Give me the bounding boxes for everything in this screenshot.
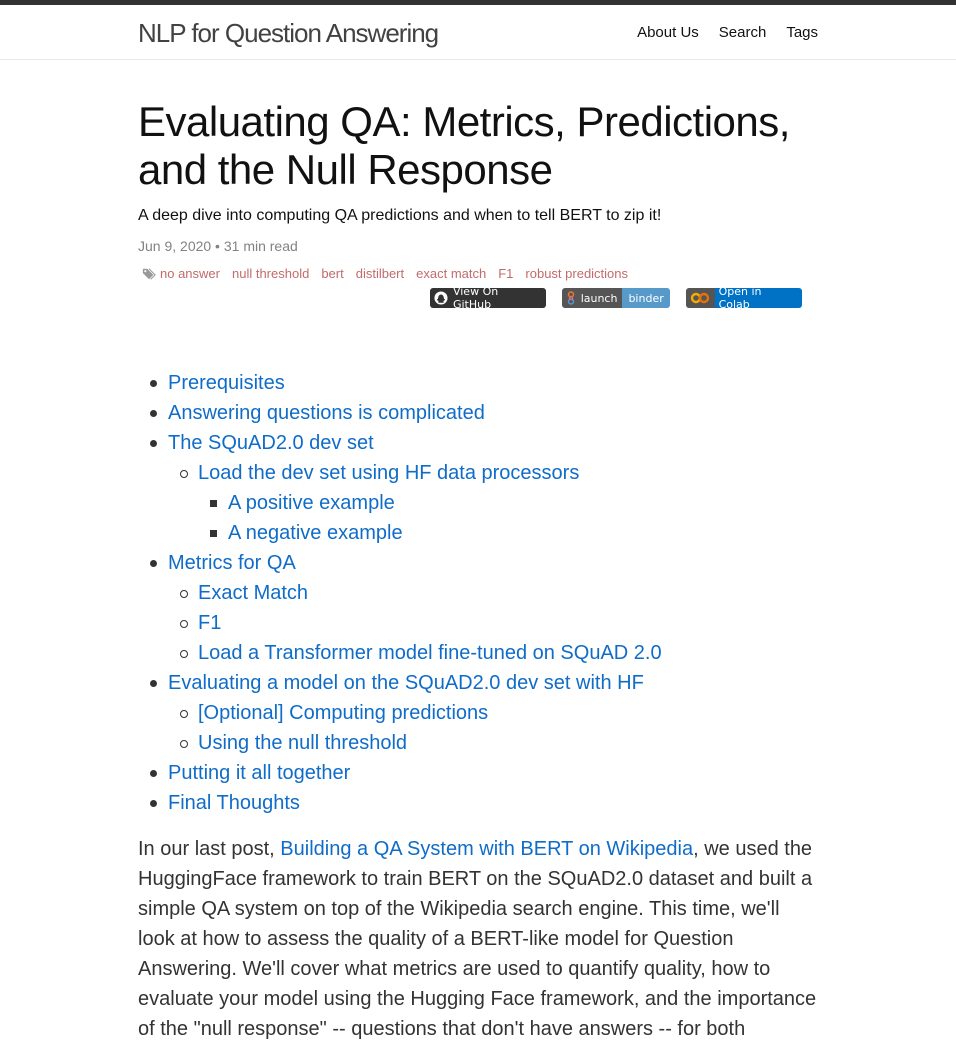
- toc-item: Using the null threshold: [148, 728, 662, 758]
- toc-link-squad-dev-set[interactable]: The SQuAD2.0 dev set: [168, 432, 374, 454]
- tag-list: no answer null threshold bert distilbert…: [138, 266, 818, 281]
- site-nav: About Us Search Tags: [617, 24, 818, 41]
- open-in-colab-badge[interactable]: Open in Colab: [685, 288, 803, 308]
- toc-bullet: [150, 410, 157, 417]
- toc-link-positive-example[interactable]: A positive example: [228, 492, 395, 514]
- tag-null-threshold[interactable]: null threshold: [231, 266, 310, 281]
- toc-item: Load the dev set using HF data processor…: [148, 458, 662, 488]
- toc-link-null-threshold[interactable]: Using the null threshold: [198, 732, 408, 754]
- toc-link-load-dev-set[interactable]: Load the dev set using HF data processor…: [198, 462, 580, 484]
- toc-link-exact-match[interactable]: Exact Match: [198, 582, 309, 604]
- toc-item: Putting it all together: [148, 758, 662, 788]
- toc-link-negative-example[interactable]: A negative example: [228, 522, 403, 544]
- tag-exact-match[interactable]: exact match: [416, 266, 487, 281]
- toc-bullet: [180, 590, 188, 598]
- tag-no-answer[interactable]: no answer: [160, 266, 220, 281]
- toc-item: [Optional] Computing predictions: [148, 698, 662, 728]
- site-title-link[interactable]: NLP for Question Answering: [138, 18, 439, 48]
- intro-text-before: In our last post,: [138, 838, 281, 860]
- toc-link-metrics-for-qa[interactable]: Metrics for QA: [168, 552, 296, 574]
- toc-bullet: [150, 680, 157, 687]
- intro-paragraph: In our last post, Building a QA System w…: [138, 834, 818, 1044]
- toc-item: F1: [148, 608, 662, 638]
- toc-bullet: [150, 560, 157, 567]
- toc-item: Exact Match: [148, 578, 662, 608]
- colab-icon: [690, 292, 709, 304]
- toc-bullet: [180, 740, 188, 748]
- toc-bullet: [180, 470, 188, 478]
- toc-link-load-transformer[interactable]: Load a Transformer model fine-tuned on S…: [198, 642, 662, 664]
- nav-tags[interactable]: Tags: [786, 24, 818, 41]
- toc-bullet: [210, 500, 217, 507]
- post-content: Evaluating QA: Metrics, Predictions, and…: [138, 60, 818, 1040]
- toc-link-prerequisites[interactable]: Prerequisites: [168, 372, 285, 394]
- post-description: A deep dive into computing QA prediction…: [138, 207, 662, 224]
- previous-post-link[interactable]: Building a QA System with BERT on Wikipe…: [280, 838, 694, 860]
- toc-bullet: [150, 800, 157, 807]
- post-meta: Jun 9, 2020 • 31 min read: [138, 238, 298, 254]
- toc-item: Prerequisites: [148, 368, 662, 398]
- tag-robust-predictions[interactable]: robust predictions: [525, 266, 629, 281]
- badge-row: View On GitHub launch binder Open: [430, 288, 818, 308]
- toc-bullet: [150, 380, 157, 387]
- top-accent-bar: [0, 0, 956, 5]
- toc-item: The SQuAD2.0 dev set: [148, 428, 662, 458]
- launch-binder-badge[interactable]: launch binder: [561, 288, 670, 308]
- toc-item: Final Thoughts: [148, 788, 662, 818]
- site-header: NLP for Question Answering About Us Sear…: [0, 5, 956, 60]
- toc-item: Metrics for QA: [148, 548, 662, 578]
- toc-item: Answering questions is complicated: [148, 398, 662, 428]
- table-of-contents: Prerequisites Answering questions is com…: [148, 368, 662, 818]
- toc-link-f1[interactable]: F1: [198, 612, 222, 634]
- toc-bullet: [210, 530, 217, 537]
- toc-bullet: [180, 650, 188, 658]
- nav-search[interactable]: Search: [718, 24, 767, 41]
- tag-distilbert[interactable]: distilbert: [355, 266, 405, 281]
- toc-item: A negative example: [148, 518, 662, 548]
- toc-link-putting-together[interactable]: Putting it all together: [168, 762, 351, 784]
- tag-f1[interactable]: F1: [498, 266, 514, 281]
- toc-item: A positive example: [148, 488, 662, 518]
- toc-bullet: [150, 770, 157, 777]
- binder-icon: [567, 291, 574, 305]
- toc-bullet: [150, 440, 157, 447]
- view-on-github-badge[interactable]: View On GitHub: [430, 288, 546, 308]
- binder-badge-left-label: launch: [580, 291, 618, 305]
- binder-badge-right-label: binder: [628, 291, 664, 305]
- toc-link-final-thoughts[interactable]: Final Thoughts: [168, 792, 300, 814]
- post-title: Evaluating QA: Metrics, Predictions, and…: [138, 98, 790, 193]
- toc-link-evaluating-model[interactable]: Evaluating a model on the SQuAD2.0 dev s…: [168, 672, 644, 694]
- github-icon: [434, 291, 448, 305]
- nav-about-us[interactable]: About Us: [637, 24, 699, 41]
- tags-icon: [142, 267, 156, 280]
- tag-bert[interactable]: bert: [321, 266, 344, 281]
- toc-item: Load a Transformer model fine-tuned on S…: [148, 638, 662, 668]
- toc-link-answering-questions[interactable]: Answering questions is complicated: [168, 402, 485, 424]
- toc-bullet: [180, 710, 188, 718]
- github-badge-label: View On GitHub: [452, 288, 499, 308]
- colab-badge-label: Open in Colab: [718, 288, 762, 308]
- toc-link-computing-predictions[interactable]: [Optional] Computing predictions: [198, 702, 489, 724]
- intro-text-after: , we used the HuggingFace framework to t…: [138, 838, 817, 1040]
- toc-item: Evaluating a model on the SQuAD2.0 dev s…: [148, 668, 662, 698]
- toc-bullet: [180, 620, 188, 628]
